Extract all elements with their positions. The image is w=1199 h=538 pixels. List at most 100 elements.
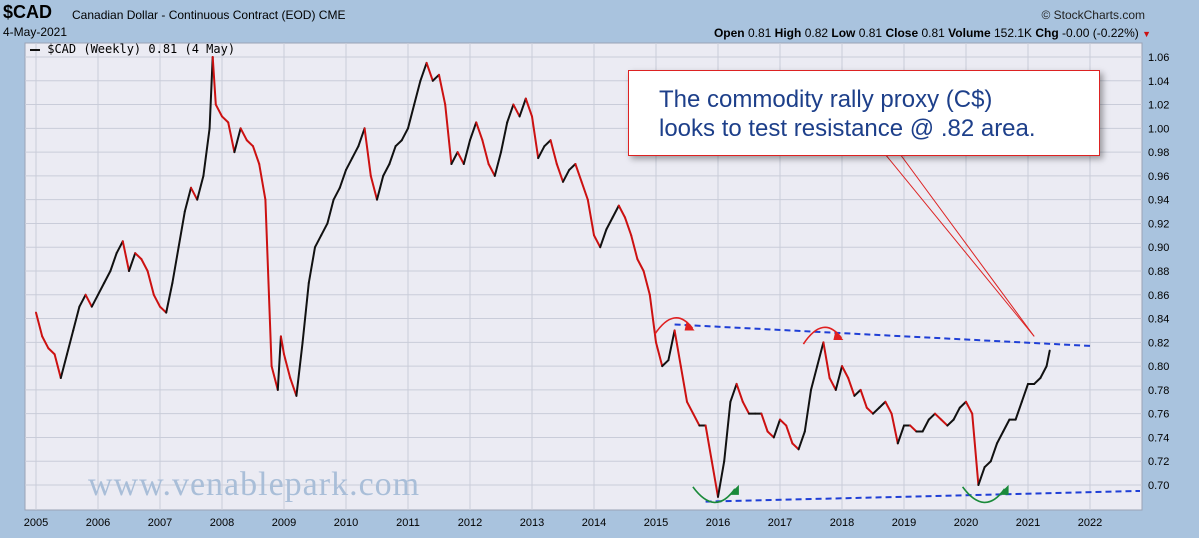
price-segment <box>382 163 391 177</box>
price-segment <box>810 365 819 391</box>
y-tick-label: 0.90 <box>1148 242 1169 254</box>
legend-label: $CAD (Weekly) 0.81 (4 May) <box>47 42 236 56</box>
series-legend: $CAD (Weekly) 0.81 (4 May) <box>30 42 235 56</box>
brand-label[interactable]: © StockCharts.com <box>1041 8 1145 22</box>
x-tick-label: 2005 <box>24 517 48 529</box>
price-segment <box>171 246 180 284</box>
x-tick-label: 2011 <box>396 517 420 529</box>
legend-line-icon <box>30 48 40 51</box>
low-label: Low <box>831 26 856 40</box>
price-segment <box>506 103 515 124</box>
price-segment <box>279 335 285 356</box>
y-tick-label: 1.06 <box>1148 52 1169 64</box>
price-segment <box>208 56 214 130</box>
price-segment <box>909 424 918 433</box>
price-segment <box>425 61 434 82</box>
price-segment <box>723 400 732 463</box>
price-segment <box>41 335 50 350</box>
callout-line-2: looks to test resistance @ .82 area. <box>659 115 1036 142</box>
price-segment <box>562 168 571 183</box>
x-tick-label: 2021 <box>1016 517 1040 529</box>
support-line <box>705 489 1141 503</box>
callout-line-1: The commodity rally proxy (C$) <box>659 86 993 113</box>
price-segment <box>202 127 211 177</box>
y-tick-label: 0.80 <box>1148 361 1169 373</box>
x-tick-label: 2017 <box>768 517 792 529</box>
price-segment <box>661 359 670 368</box>
price-segment <box>512 103 521 118</box>
callout-pointer <box>884 153 1035 337</box>
instrument-name: Canadian Dollar - Continuous Contract (E… <box>72 8 316 22</box>
close-label: Close <box>885 26 919 40</box>
price-segment <box>419 61 428 82</box>
price-segment <box>518 97 527 118</box>
y-tick-label: 0.76 <box>1148 409 1169 421</box>
price-segment <box>233 127 242 154</box>
price-segment <box>363 127 372 177</box>
price-segment <box>407 103 416 130</box>
price-segment <box>258 163 267 201</box>
price-segment <box>977 466 986 486</box>
price-segment <box>400 127 409 142</box>
price-segment <box>853 388 862 397</box>
price-segment <box>159 305 168 314</box>
price-segment <box>481 139 490 165</box>
top-arrow-head <box>833 331 844 341</box>
price-segment <box>103 270 112 284</box>
price-segment <box>983 460 992 469</box>
price-segment <box>940 418 949 427</box>
price-segment <box>1020 382 1029 403</box>
price-segment <box>971 412 980 486</box>
chg-value: -0.00 (-0.22%) <box>1062 26 1139 40</box>
exchange-label: CME <box>318 8 346 22</box>
price-segment <box>1045 349 1051 368</box>
price-segment <box>487 163 496 177</box>
price-segment <box>667 329 676 362</box>
x-axis-ticks: 2005 2006 2007 2008 2009 2010 2011 2012 2013 2014… <box>24 517 1102 529</box>
price-segment <box>493 151 502 177</box>
price-segment <box>245 139 254 148</box>
volume-label: Volume <box>948 26 991 40</box>
price-segment <box>766 430 775 439</box>
price-segment <box>921 418 930 433</box>
y-tick-label: 0.82 <box>1148 337 1169 349</box>
price-segment <box>779 418 788 427</box>
x-tick-label: 2018 <box>830 517 854 529</box>
chart-date: 4-May-2021 <box>3 25 68 39</box>
price-segment <box>611 204 620 219</box>
price-segment <box>90 293 99 308</box>
price-segment <box>717 460 726 498</box>
price-segment <box>555 163 564 183</box>
y-tick-label: 0.86 <box>1148 290 1169 302</box>
price-segment <box>462 139 471 165</box>
price-segment <box>865 406 874 415</box>
price-segment <box>394 139 403 148</box>
annotation-callout: The commodity rally proxy (C$) looks to … <box>628 70 1100 156</box>
price-segment <box>531 115 540 160</box>
price-segment <box>586 198 595 237</box>
volume-value: 152.1K <box>993 26 1033 40</box>
price-segment <box>834 365 843 391</box>
bottom-arrow-head <box>998 484 1009 495</box>
y-tick-label: 0.96 <box>1148 171 1169 183</box>
price-segment <box>630 234 639 261</box>
price-segment <box>574 163 583 183</box>
price-segment <box>214 103 223 118</box>
price-segment <box>729 382 738 403</box>
price-segment <box>797 430 806 451</box>
price-segment <box>431 73 440 82</box>
price-segment <box>190 186 199 201</box>
price-segment <box>450 151 459 165</box>
y-tick-label: 1.00 <box>1148 123 1169 135</box>
price-segment <box>72 305 81 332</box>
price-segment <box>320 222 329 237</box>
x-tick-label: 2010 <box>334 517 358 529</box>
price-segment <box>884 400 893 415</box>
price-segment <box>283 353 292 379</box>
price-segment <box>828 377 837 391</box>
price-segment <box>1039 365 1048 379</box>
y-tick-label: 0.94 <box>1148 195 1169 207</box>
price-segment <box>307 246 316 284</box>
y-tick-label: 0.70 <box>1148 480 1169 492</box>
price-segment <box>655 341 664 368</box>
